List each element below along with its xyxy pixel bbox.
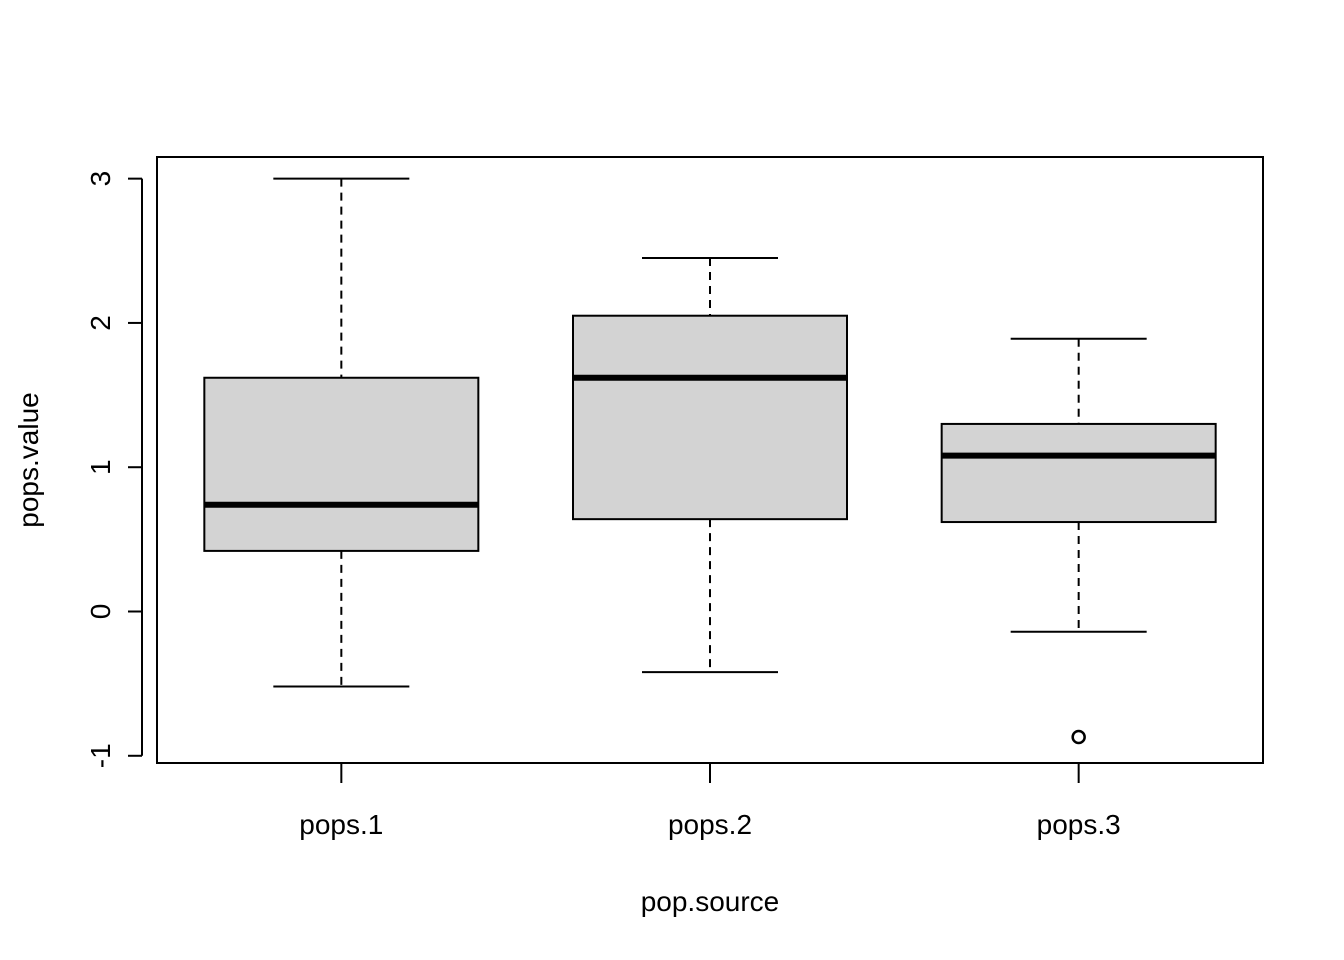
box-pops.1 [203, 177, 480, 688]
x-tick-label: pops.2 [668, 809, 752, 840]
box-pops.2 [572, 257, 848, 674]
iqr-box [203, 376, 480, 552]
x-axis-label: pop.source [641, 886, 780, 917]
y-tick-label: -1 [85, 743, 116, 768]
y-axis-label: pops.value [13, 392, 44, 527]
y-tick-label: 0 [85, 604, 116, 620]
iqr-box [940, 422, 1217, 524]
box-pops.3 [940, 337, 1217, 745]
x-tick-label: pops.3 [1037, 809, 1121, 840]
iqr-box [572, 314, 848, 521]
x-tick-label: pops.1 [299, 809, 383, 840]
y-tick-label: 1 [85, 459, 116, 475]
x-axis: pops.1 pops.2 pops.3 [299, 763, 1121, 840]
y-tick-label: 3 [85, 171, 116, 187]
y-axis: -1 0 1 2 3 [85, 171, 143, 768]
y-tick-label: 2 [85, 315, 116, 331]
boxes-group [203, 177, 1217, 745]
outlier-point [1071, 729, 1086, 745]
